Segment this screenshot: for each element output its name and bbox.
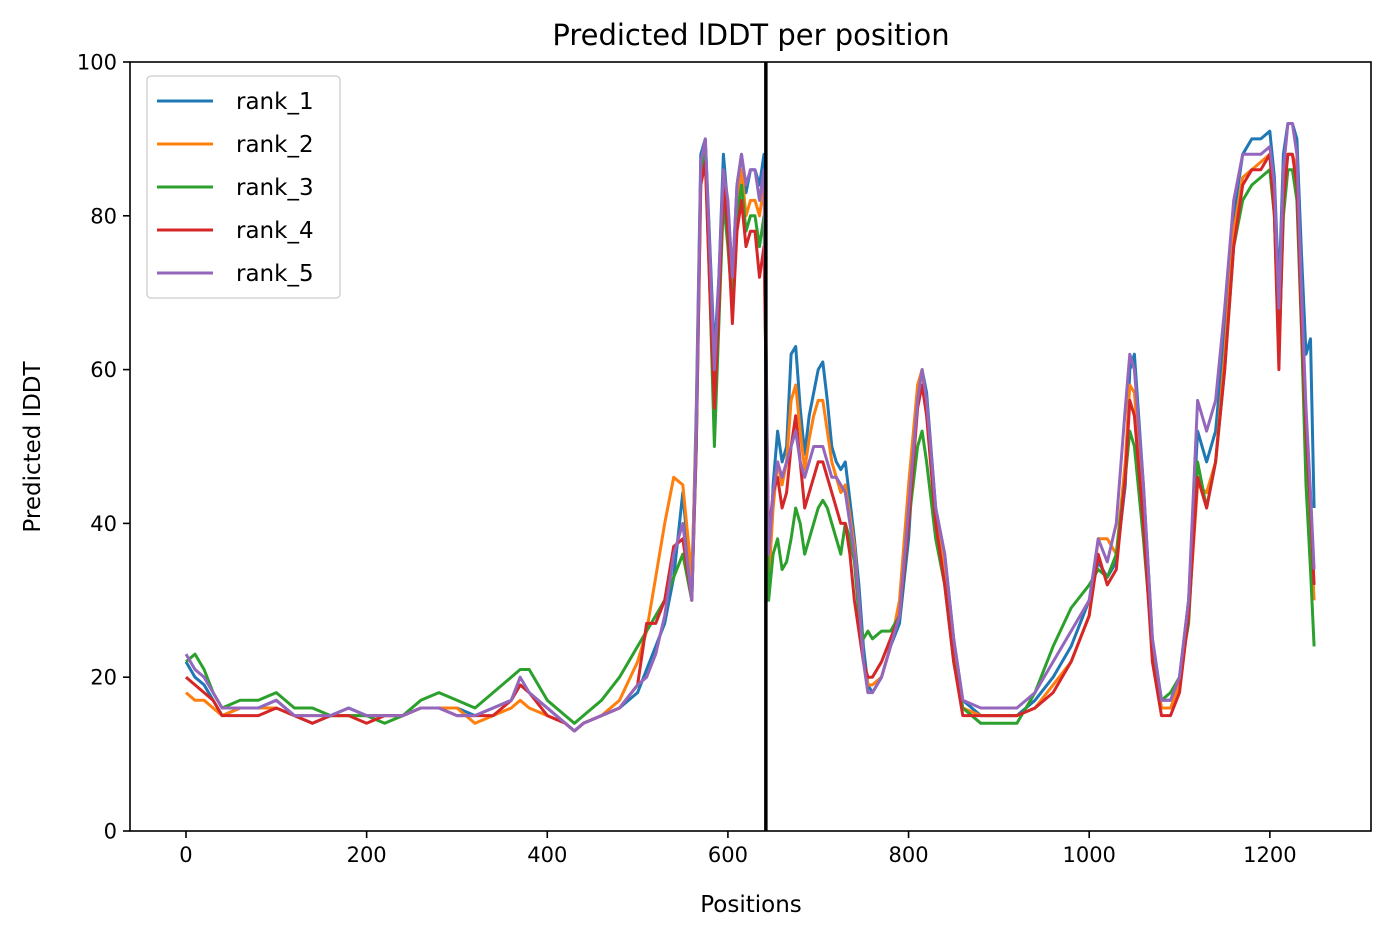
x-tick-label: 200: [347, 843, 387, 867]
y-axis-label: Predicted lDDT: [20, 360, 46, 532]
legend-box: [146, 75, 341, 299]
series-line-rank_5: [184, 122, 1316, 733]
y-tick-label: 80: [90, 204, 117, 228]
y-tick-label: 60: [90, 358, 117, 382]
x-tick-label: 400: [527, 843, 567, 867]
x-axis: 0 200 400 600 800 1000 1200: [179, 831, 1297, 867]
y-tick-label: 40: [90, 512, 117, 536]
x-tick-label: 1200: [1243, 843, 1296, 867]
x-tick-label: 800: [889, 843, 929, 867]
plot-frame: [129, 61, 1372, 832]
legend-label-rank_2: rank_2: [236, 132, 314, 158]
y-tick-label: 20: [90, 666, 117, 690]
series-line-rank_2: [185, 145, 1316, 733]
y-tick-label: 0: [104, 820, 117, 844]
x-axis-label: Positions: [700, 892, 802, 918]
legend: rank_1 rank_2 rank_3 rank_4 rank_5: [146, 75, 341, 299]
y-tick-label: 100: [77, 51, 117, 75]
legend-label-rank_5: rank_5: [236, 261, 314, 287]
chart-title: Predicted lDDT per position: [552, 18, 949, 52]
series-line-rank_3: [185, 152, 1316, 725]
x-tick-label: 0: [179, 843, 192, 867]
y-axis: 0 20 40 60 80 100: [77, 51, 130, 844]
legend-label-rank_3: rank_3: [236, 175, 314, 201]
x-tick-label: 1000: [1062, 843, 1115, 867]
plot-area: [184, 62, 1316, 831]
legend-label-rank_4: rank_4: [236, 218, 314, 244]
x-tick-label: 600: [708, 843, 748, 867]
legend-label-rank_1: rank_1: [236, 89, 314, 115]
series-line-rank_4: [185, 152, 1316, 733]
